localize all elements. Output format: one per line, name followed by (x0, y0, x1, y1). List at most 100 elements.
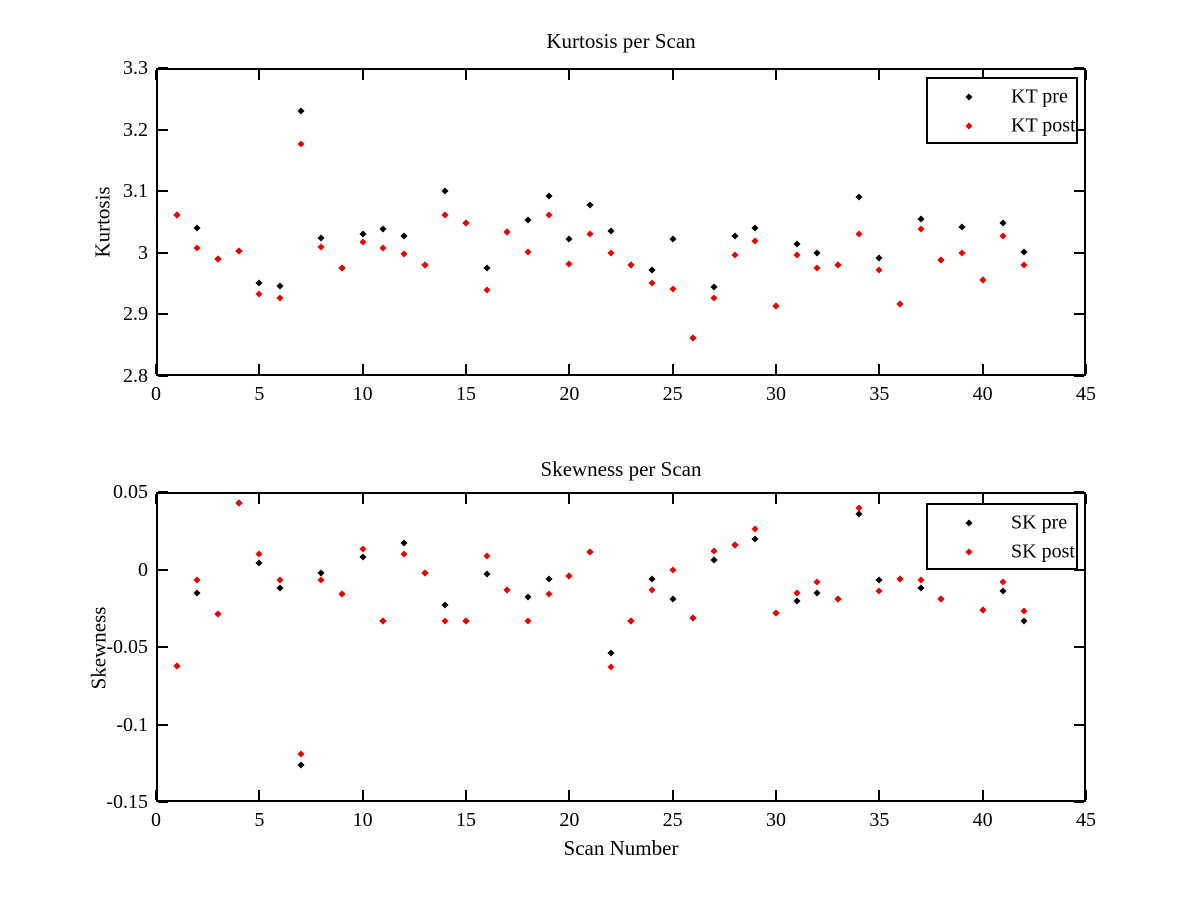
data-point-kt-post (710, 294, 718, 302)
data-point-kt-post (297, 140, 305, 148)
data-point-sk-post (710, 547, 718, 555)
data-point-sk-post (338, 590, 346, 598)
x-tick-mark-top (671, 494, 674, 504)
data-point-kt-post (462, 219, 470, 227)
y-tick-mark (158, 491, 168, 493)
data-point-sk-post (421, 569, 429, 577)
data-point-kt-post (875, 266, 883, 274)
x-tick-label: 0 (151, 809, 161, 831)
skewness-plot-title: Skewness per Scan (540, 457, 702, 481)
x-tick-label: 20 (559, 809, 580, 831)
data-point-kt-post (524, 248, 532, 256)
x-tick-mark (155, 790, 157, 800)
data-point-kt-pre (483, 264, 491, 272)
data-point-kt-pre (607, 227, 615, 235)
data-point-sk-post (917, 576, 925, 584)
x-tick-mark (361, 790, 364, 800)
data-point-sk-post (462, 617, 470, 625)
x-tick-mark (878, 790, 881, 800)
data-point-sk-post (524, 617, 532, 625)
data-point-kt-post (648, 279, 656, 287)
y-tick-mark (158, 313, 168, 316)
x-tick-mark-top (1085, 70, 1087, 80)
kurtosis-legend: KT pre KT post (926, 77, 1078, 144)
x-tick-mark-top (258, 70, 261, 80)
x-tick-mark-top (775, 70, 777, 80)
data-point-kt-post (255, 290, 263, 298)
data-point-sk-pre (751, 534, 759, 543)
data-point-kt-post (607, 249, 615, 257)
data-point-kt-pre (958, 223, 966, 231)
data-point-sk-pre (813, 589, 821, 597)
data-point-sk-pre (297, 761, 305, 769)
kt-pre-label: KT pre (1011, 85, 1068, 108)
x-tick-mark (1085, 364, 1087, 374)
y-tick-label: 2.8 (123, 365, 148, 387)
data-point-kt-post (173, 211, 181, 219)
data-point-sk-post (586, 548, 594, 556)
data-point-kt-pre (917, 215, 925, 223)
data-point-kt-post (441, 211, 449, 219)
data-point-kt-post (731, 251, 739, 259)
data-point-kt-post (545, 211, 553, 219)
data-point-sk-post (1020, 607, 1028, 615)
data-point-kt-post (834, 261, 842, 269)
x-tick-mark-top (568, 494, 571, 504)
data-point-sk-post (255, 550, 263, 558)
y-tick-mark-right (1074, 801, 1084, 803)
x-tick-mark (775, 790, 777, 800)
data-point-sk-post (214, 610, 222, 618)
x-tick-mark-top (981, 494, 984, 504)
x-tick-mark (671, 364, 674, 374)
sk-pre-marker-icon (965, 519, 973, 527)
legend-entry-kt-post: KT post (928, 112, 1076, 140)
data-point-kt-pre (524, 216, 532, 224)
data-point-kt-pre (648, 266, 656, 274)
x-tick-mark (465, 364, 467, 374)
data-point-sk-post (297, 750, 305, 758)
data-point-kt-post (421, 261, 429, 269)
x-tick-mark-top (258, 494, 261, 504)
data-point-sk-pre (1020, 617, 1028, 625)
data-point-kt-post (276, 294, 284, 302)
data-point-sk-post (400, 550, 408, 558)
x-tick-mark-top (465, 494, 467, 504)
x-tick-label: 30 (766, 809, 786, 831)
x-tick-mark-top (361, 494, 364, 504)
data-point-kt-post (751, 237, 759, 245)
x-axis-label: Scan Number (563, 836, 679, 860)
data-point-sk-pre (400, 539, 408, 547)
x-tick-mark (775, 364, 777, 374)
data-point-sk-post (235, 499, 243, 507)
data-point-kt-post (1020, 260, 1028, 269)
y-tick-mark (158, 251, 168, 254)
data-point-kt-pre (669, 235, 677, 243)
data-point-sk-pre (793, 596, 801, 605)
y-tick-mark-right (1074, 568, 1084, 571)
data-point-sk-post (751, 525, 759, 533)
x-tick-mark-top (878, 70, 881, 80)
data-point-sk-post (193, 576, 201, 584)
data-point-kt-pre (565, 235, 573, 243)
x-tick-label: 40 (972, 383, 993, 405)
x-tick-mark (155, 364, 157, 374)
data-point-kt-post (855, 230, 863, 238)
y-tick-mark-right (1074, 313, 1084, 316)
y-tick-mark-right (1074, 375, 1084, 377)
data-point-sk-pre (710, 556, 718, 564)
data-point-sk-post (669, 565, 677, 574)
x-tick-label: 35 (869, 383, 890, 405)
sk-post-label: SK post (1011, 540, 1075, 563)
data-point-sk-pre (359, 553, 367, 561)
data-point-sk-pre (648, 575, 656, 583)
data-point-sk-pre (875, 576, 883, 584)
data-point-sk-post (855, 503, 863, 512)
data-point-sk-post (648, 586, 656, 594)
data-point-sk-pre (607, 649, 615, 657)
data-point-kt-post (235, 247, 243, 255)
y-tick-label: 2.9 (123, 303, 148, 326)
data-point-sk-post (772, 609, 780, 617)
y-tick-mark (158, 568, 168, 571)
data-point-sk-pre (193, 589, 201, 597)
data-point-kt-post (317, 243, 325, 251)
